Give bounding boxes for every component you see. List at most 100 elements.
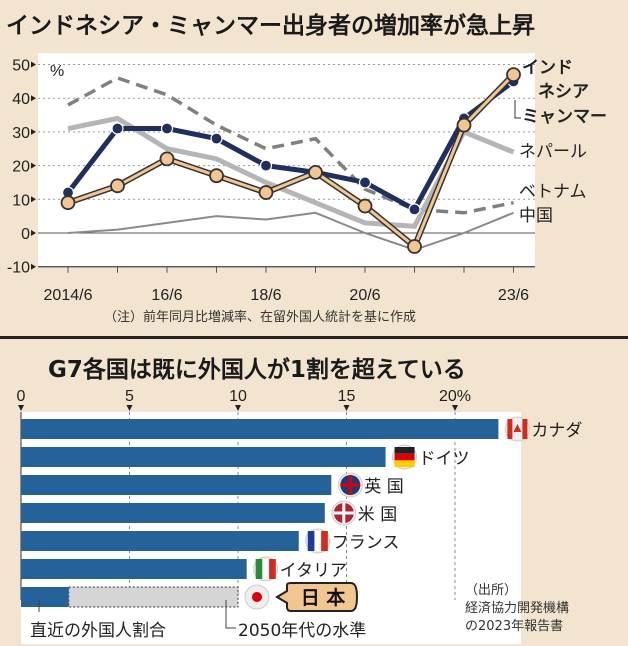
label-leader — [514, 100, 521, 119]
category-label: イタリア — [280, 561, 347, 581]
data-point — [259, 159, 273, 172]
x-tick-label: 2014/6 — [44, 287, 93, 304]
data-point — [357, 198, 373, 214]
x-tick-arrow — [235, 405, 241, 411]
data-point — [407, 239, 422, 254]
data-point — [60, 195, 76, 211]
france-flag — [321, 531, 328, 551]
series-label: ネパール — [519, 142, 587, 162]
source-line-1: （出所） — [465, 583, 517, 598]
france-flag — [314, 531, 322, 551]
line-chart-title: インドネシア・ミャンマー出身者の増加率が急上昇 — [6, 12, 535, 39]
bar-chart-title: G7各国は既に外国人が1割を超えている — [48, 356, 466, 383]
category-label: 英 国 — [364, 477, 403, 497]
usa-flag-detail — [333, 503, 354, 523]
y-tick-label: 30 — [12, 125, 30, 142]
data-point — [506, 67, 521, 83]
series-line-ミャンマー — [67, 73, 515, 249]
y-tick-label: 50 — [12, 58, 30, 75]
x-tick-arrow — [452, 405, 458, 411]
bar-plot-area — [21, 412, 521, 644]
x-tick-arrow — [18, 405, 24, 411]
y-tick-label: 40 — [12, 91, 30, 108]
canada-flag — [522, 419, 528, 439]
y-tick-arrow — [31, 61, 36, 68]
y-unit-label: % — [50, 63, 64, 80]
series-line-ベトナム — [67, 76, 514, 215]
y-tick-arrow — [31, 230, 36, 236]
data-point — [209, 168, 224, 184]
y-tick-label: 0 — [21, 226, 30, 243]
x-tick-label: 18/6 — [250, 287, 281, 304]
y-tick-arrow — [31, 128, 36, 135]
canada-flag — [507, 419, 513, 439]
series-label: ミャンマー — [522, 107, 607, 127]
y-tick-arrow — [31, 263, 36, 270]
projection-label: 2050年代の水準 — [238, 621, 366, 641]
category-label: ドイツ — [419, 449, 470, 469]
data-point — [160, 122, 174, 135]
bar-米 国 — [21, 503, 325, 523]
series-label: ネシア — [538, 82, 589, 102]
series-label: インド — [522, 58, 573, 78]
bar-ドイツ — [21, 447, 386, 467]
x-tick-label: 5 — [125, 388, 134, 405]
data-point — [110, 178, 125, 194]
bar-カナダ — [21, 419, 499, 439]
germany-flag — [394, 453, 415, 461]
data-point — [358, 176, 372, 189]
italy-flag — [269, 559, 276, 579]
bar-フランス — [21, 531, 299, 551]
data-point — [456, 117, 472, 133]
x-tick-label: 16/6 — [151, 287, 182, 304]
italy-flag — [262, 559, 270, 579]
source-line-2: 経済協力開発機構 — [465, 600, 569, 616]
category-label: 米 国 — [358, 505, 397, 525]
line-chart-note: （注）前年同月比増減率、在留外国人統計を基に作成 — [104, 309, 416, 325]
y-tick-label: 10 — [12, 192, 30, 209]
series-label: 中国 — [519, 206, 553, 226]
x-tick-label: 20% — [439, 388, 471, 405]
data-point — [159, 151, 175, 167]
series-line-中国 — [67, 211, 514, 251]
bar-イタリア — [21, 559, 247, 579]
line-plot-area — [38, 53, 535, 268]
category-label: 日 本 — [301, 586, 346, 609]
data-point — [258, 185, 274, 200]
y-tick-arrow — [31, 95, 36, 102]
x-tick-label: 23/6 — [498, 287, 529, 304]
y-tick-arrow — [31, 196, 36, 203]
x-tick-label: 0 — [17, 388, 26, 405]
data-point — [111, 122, 124, 135]
category-label: カナダ — [531, 421, 582, 441]
x-tick-label: 10 — [229, 388, 247, 405]
series-label: ベトナム — [519, 182, 587, 202]
y-tick-label: -10 — [7, 260, 30, 277]
leader-projection — [225, 600, 236, 629]
bar-日 本 — [21, 587, 69, 607]
data-point — [408, 203, 421, 216]
bar-英 国 — [21, 475, 332, 495]
maple-leaf-icon — [513, 424, 522, 432]
x-tick-arrow — [126, 405, 133, 411]
germany-flag — [394, 447, 415, 454]
france-flag — [307, 531, 315, 551]
japan-flag — [252, 592, 262, 602]
italy-flag — [255, 559, 263, 579]
current-share-label: 直近の外国人割合 — [30, 621, 166, 641]
x-tick-arrow — [343, 405, 350, 411]
y-tick-label: 20 — [12, 159, 30, 176]
x-tick-label: 15 — [338, 388, 356, 405]
series-line-インドネシア — [66, 79, 515, 213]
projection-bar — [68, 586, 239, 608]
section-divider — [0, 336, 628, 339]
category-label: フランス — [332, 533, 400, 553]
y-tick-arrow — [31, 162, 36, 169]
data-point — [210, 132, 223, 145]
japan-callout — [275, 582, 359, 612]
data-point — [308, 164, 323, 180]
x-tick-label: 20/6 — [349, 287, 380, 304]
uk-flag-detail — [340, 475, 361, 495]
source-line-3: の2023年報告書 — [465, 619, 563, 634]
